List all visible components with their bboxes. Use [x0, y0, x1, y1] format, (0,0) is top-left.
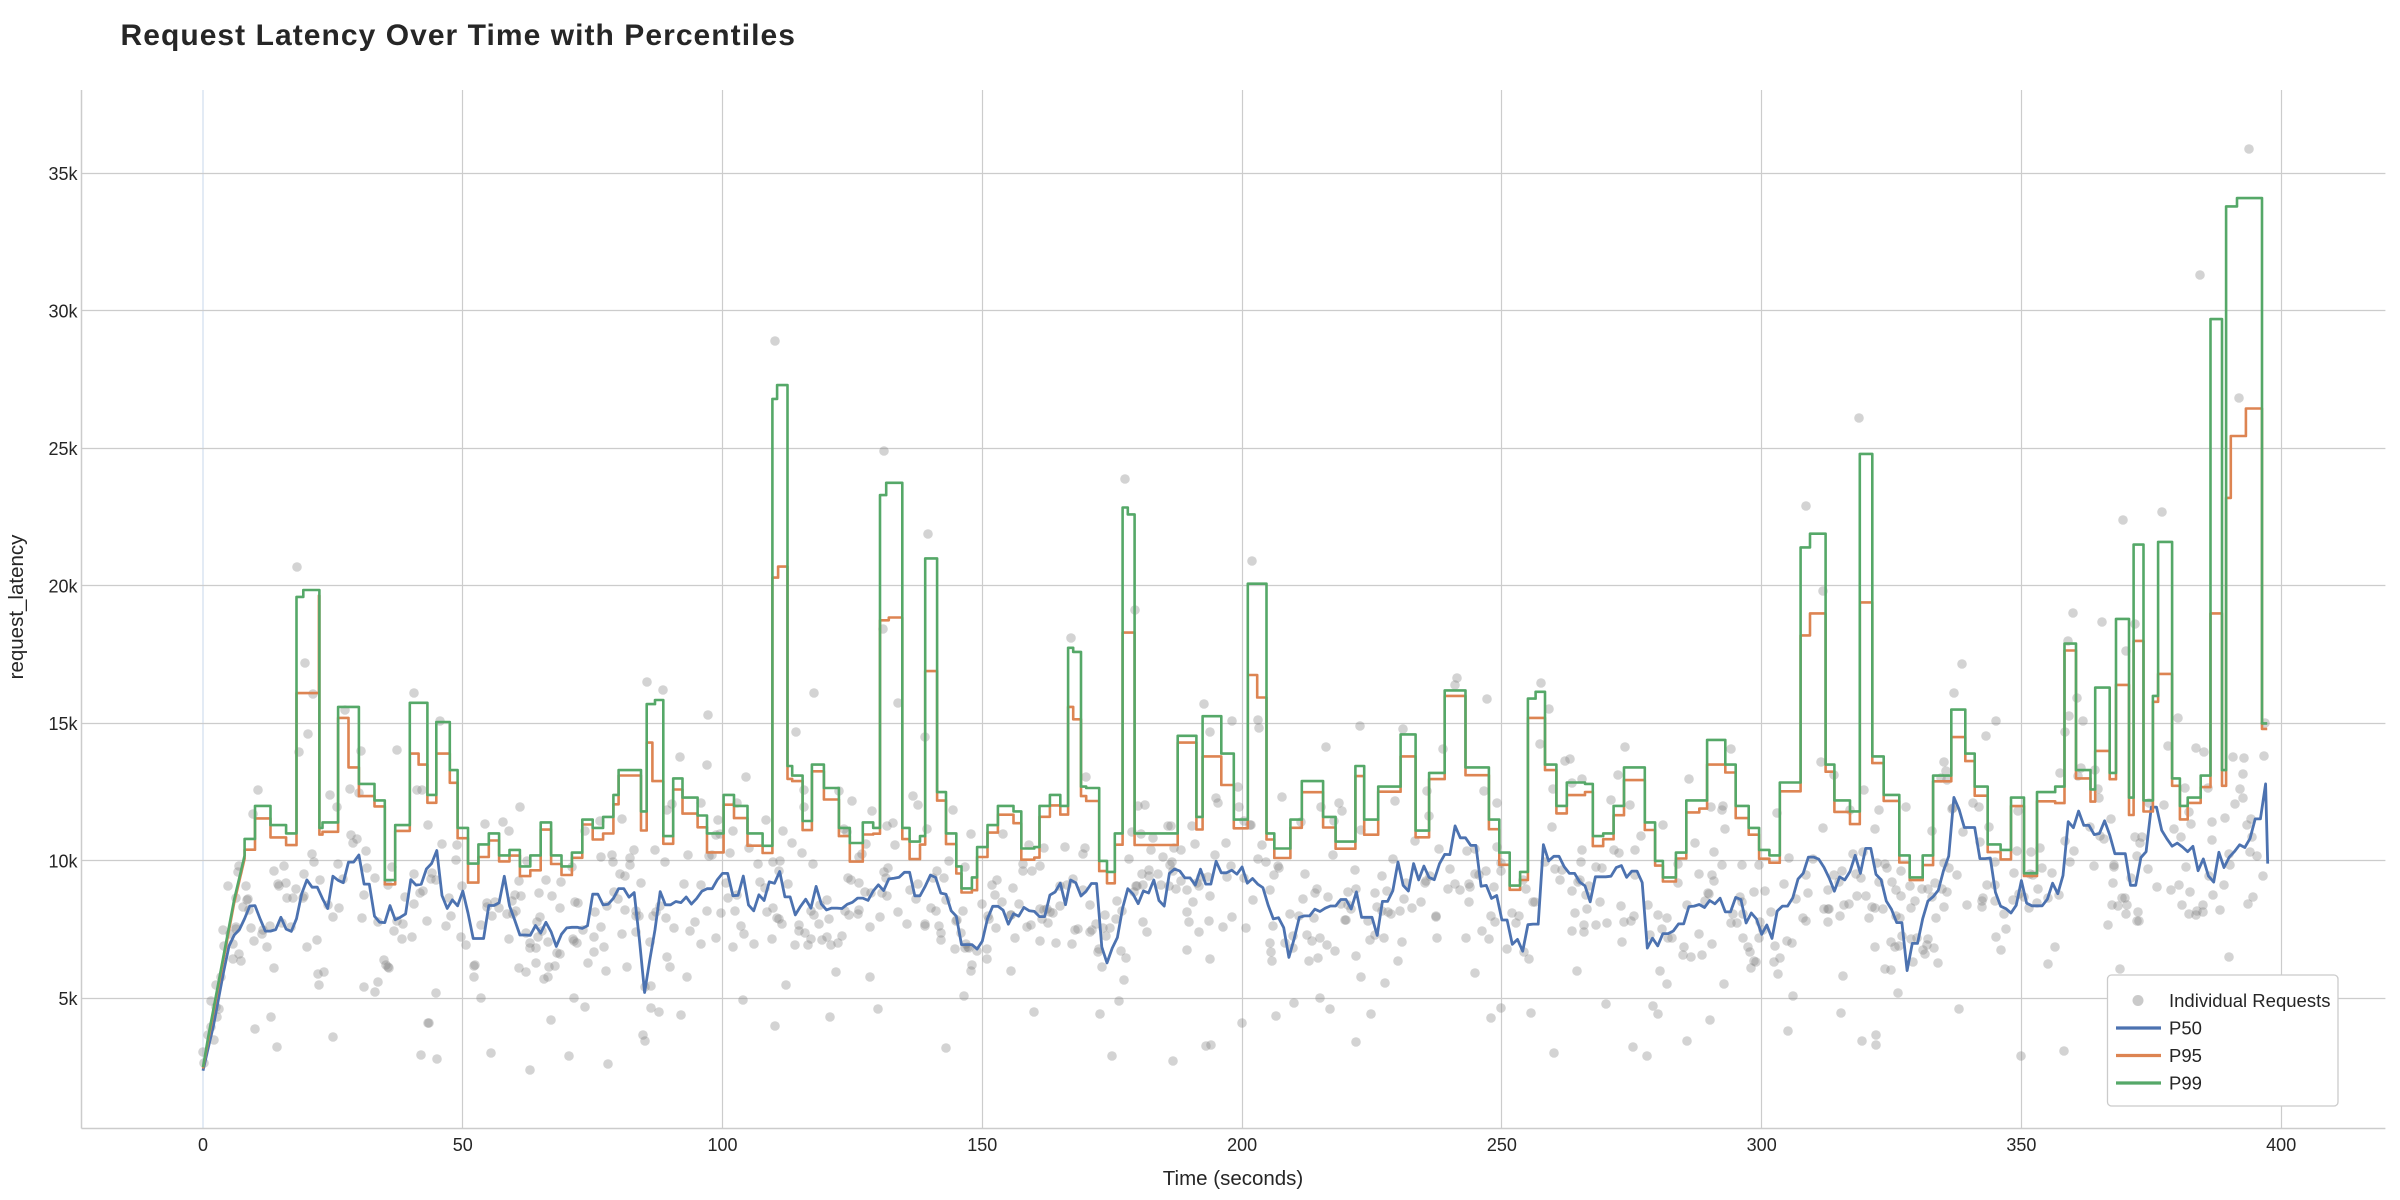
svg-text:Time (seconds): Time (seconds) — [1163, 1167, 1304, 1190]
svg-text:100: 100 — [707, 1135, 737, 1155]
svg-text:0: 0 — [198, 1135, 208, 1155]
svg-text:P50: P50 — [2169, 1018, 2202, 1039]
svg-text:30k: 30k — [48, 301, 78, 321]
svg-text:Request Latency Over Time with: Request Latency Over Time with Percentil… — [121, 19, 796, 52]
svg-text:5k: 5k — [58, 989, 78, 1009]
svg-text:P99: P99 — [2169, 1073, 2202, 1094]
svg-text:35k: 35k — [48, 164, 78, 184]
svg-text:400: 400 — [2266, 1135, 2296, 1155]
svg-text:20k: 20k — [48, 576, 78, 596]
svg-text:300: 300 — [1747, 1135, 1777, 1155]
svg-text:15k: 15k — [48, 714, 78, 734]
svg-text:200: 200 — [1227, 1135, 1257, 1155]
svg-text:50: 50 — [453, 1135, 473, 1155]
svg-text:25k: 25k — [48, 439, 78, 459]
svg-text:350: 350 — [2006, 1135, 2036, 1155]
svg-text:10k: 10k — [48, 851, 78, 871]
svg-text:request_latency: request_latency — [5, 534, 28, 679]
svg-text:250: 250 — [1487, 1135, 1517, 1155]
svg-text:150: 150 — [967, 1135, 997, 1155]
svg-text:Individual Requests: Individual Requests — [2169, 990, 2330, 1011]
svg-text:P95: P95 — [2169, 1045, 2202, 1066]
